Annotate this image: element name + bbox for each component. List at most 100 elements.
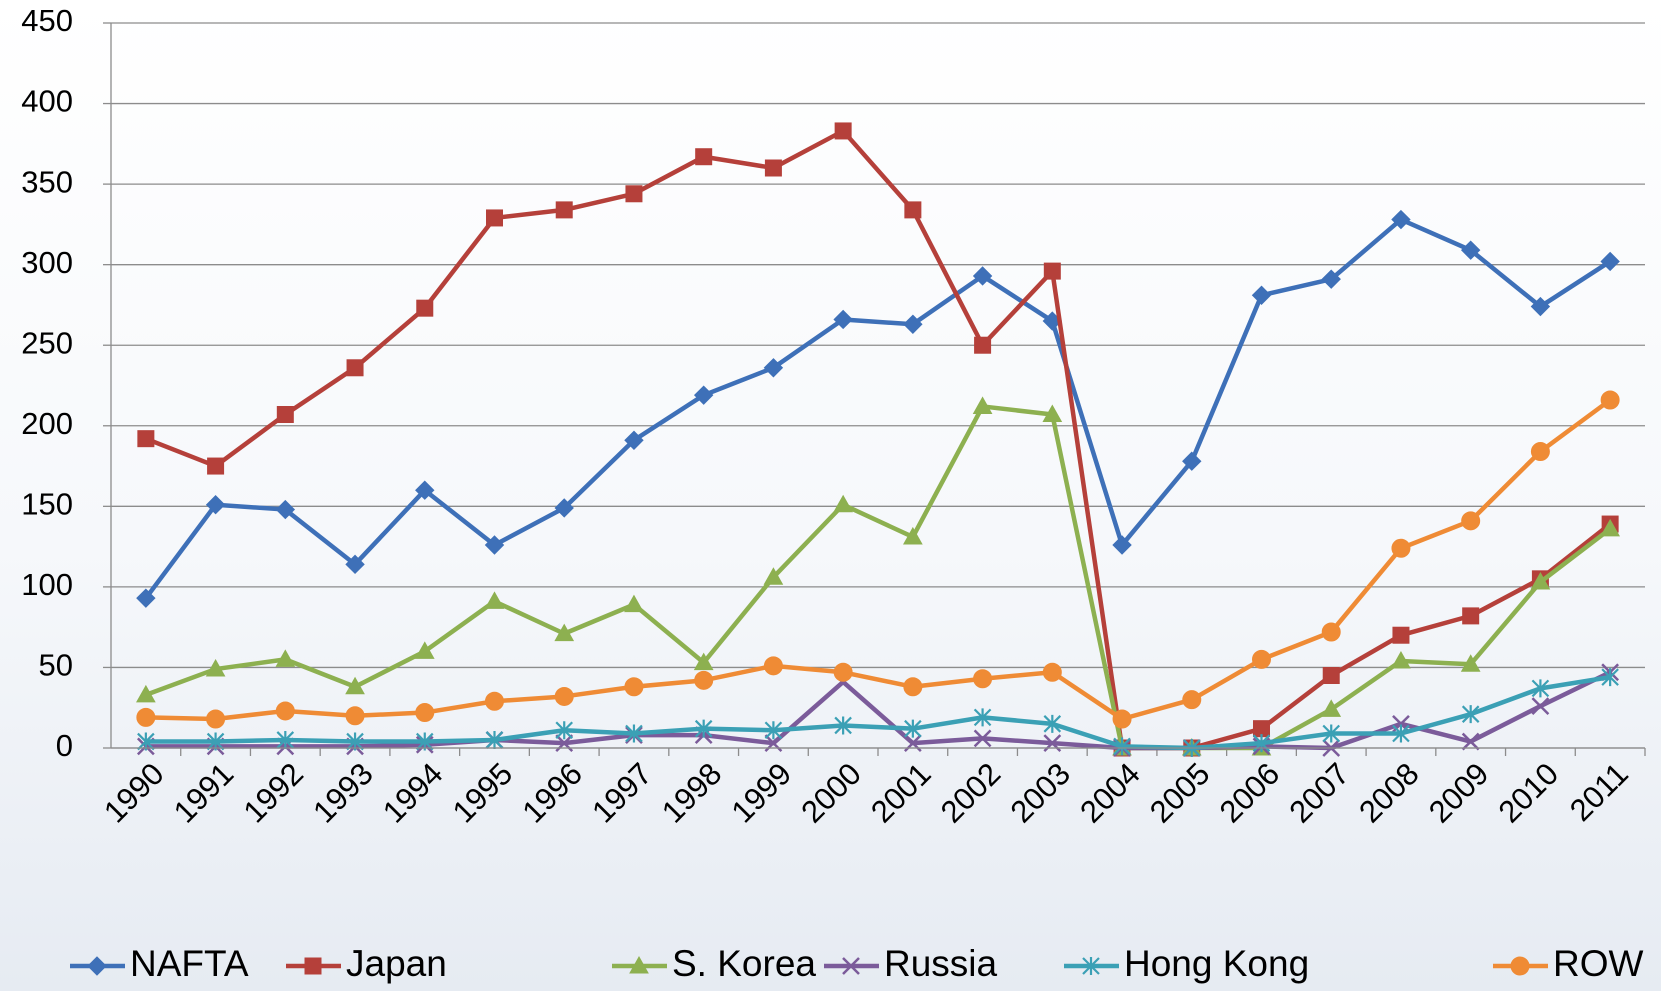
marker (205, 659, 226, 677)
marker (414, 641, 435, 659)
marker (1461, 511, 1481, 531)
marker (1112, 709, 1132, 729)
marker (1530, 572, 1551, 590)
marker (1113, 737, 1131, 756)
series (136, 390, 1620, 729)
marker (833, 662, 853, 682)
marker (415, 703, 435, 723)
marker (1182, 451, 1202, 471)
series-line (145, 128, 1612, 751)
legend-label: Japan (346, 943, 447, 984)
series-line (144, 217, 1612, 600)
marker (1251, 285, 1272, 305)
y-tick-label: 0 (56, 728, 73, 763)
marker (416, 299, 434, 317)
marker (624, 430, 644, 450)
marker (629, 955, 649, 974)
series-line (145, 398, 1612, 722)
series (137, 122, 1619, 757)
marker (1600, 518, 1620, 537)
marker (904, 201, 922, 219)
marker (1182, 690, 1202, 710)
series (137, 668, 1619, 757)
marker (974, 336, 992, 354)
y-tick-label: 250 (21, 325, 73, 360)
marker (695, 148, 713, 166)
marker (1461, 705, 1480, 724)
marker (764, 721, 783, 740)
marker (973, 729, 992, 748)
marker (625, 185, 643, 203)
marker (275, 499, 296, 520)
marker (763, 567, 784, 585)
marker (1042, 404, 1063, 422)
marker (275, 649, 296, 667)
y-tick-label: 150 (21, 487, 73, 522)
marker (276, 406, 294, 423)
marker (1321, 622, 1341, 642)
marker (555, 201, 573, 219)
marker (1112, 535, 1132, 555)
y-tick-label: 200 (21, 406, 73, 441)
marker (486, 209, 503, 227)
marker (1531, 697, 1550, 715)
marker (1600, 251, 1620, 272)
marker (1531, 679, 1550, 698)
marker (624, 677, 644, 697)
marker (904, 719, 922, 738)
marker (624, 594, 644, 613)
marker (1082, 957, 1100, 975)
marker (625, 724, 643, 743)
marker (1321, 269, 1341, 289)
marker (1391, 650, 1411, 669)
marker (1510, 956, 1530, 976)
marker (1601, 668, 1619, 687)
marker (763, 656, 783, 676)
marker (206, 709, 226, 729)
marker (1252, 649, 1271, 669)
legend-label: Russia (884, 943, 998, 984)
marker (903, 677, 923, 697)
legend-label: S. Korea (672, 943, 816, 984)
marker (1530, 296, 1551, 317)
marker (1391, 209, 1411, 230)
marker (276, 730, 295, 749)
marker (136, 684, 156, 703)
marker (205, 495, 226, 515)
marker (833, 309, 853, 330)
series-line (145, 404, 1612, 751)
marker (973, 669, 993, 689)
marker (764, 159, 782, 177)
marker (1042, 662, 1062, 682)
marker (1462, 607, 1480, 625)
marker (415, 480, 435, 500)
marker (1043, 262, 1061, 280)
marker (1322, 667, 1340, 684)
marker (694, 719, 713, 738)
marker (1391, 538, 1411, 558)
marker (834, 716, 852, 735)
marker (833, 494, 853, 513)
y-tick-label: 450 (21, 3, 73, 38)
marker (346, 359, 364, 377)
series-line (145, 674, 1611, 751)
marker (485, 730, 504, 749)
series-line (145, 670, 1612, 751)
marker (554, 686, 574, 706)
marker (693, 652, 714, 671)
legend-label: Hong Kong (1124, 943, 1309, 984)
y-tick-label: 300 (21, 245, 73, 280)
legend-label: NAFTA (130, 943, 249, 984)
marker (345, 676, 365, 695)
marker (842, 957, 860, 975)
marker (972, 266, 993, 286)
marker (693, 385, 714, 405)
marker (1530, 442, 1550, 462)
marker (484, 591, 505, 609)
marker (555, 721, 574, 740)
marker (136, 707, 156, 727)
marker (345, 706, 365, 726)
legend-label: ROW (1553, 943, 1644, 984)
